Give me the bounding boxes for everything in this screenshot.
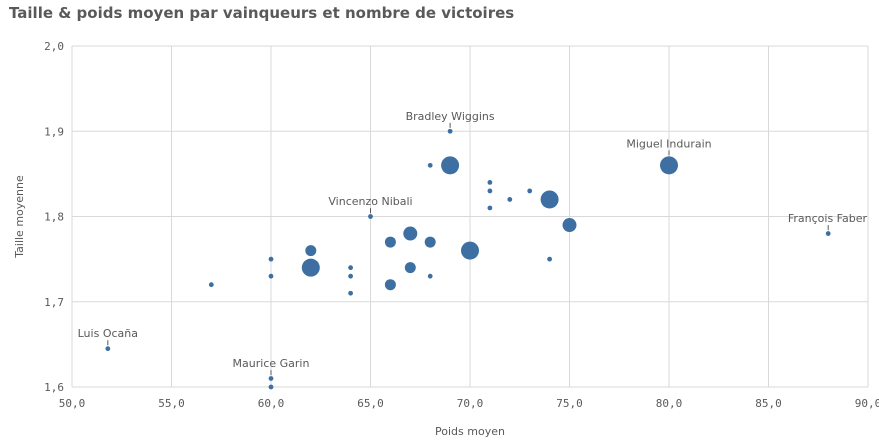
data-point[interactable] [208, 282, 214, 288]
data-point[interactable] [461, 241, 479, 260]
x-tick-label: 50,0 [59, 397, 86, 410]
x-tick-label: 70,0 [457, 397, 484, 410]
data-point[interactable] [268, 376, 274, 381]
y-axis-label: Taille moyenne [13, 175, 26, 259]
x-tick-label: 60,0 [258, 397, 285, 410]
data-point[interactable] [427, 162, 433, 168]
y-tick-label: 1,6 [44, 381, 64, 394]
grid [71, 45, 869, 388]
y-tick-label: 1,8 [44, 211, 64, 224]
data-point[interactable] [348, 265, 353, 271]
tick-labels: 50,0 55,0 60,0 65,0 70,0 75,0 80,0 85,0 90,0 1,6 1… [44, 40, 879, 410]
data-point[interactable] [427, 273, 433, 279]
y-tick-label: 1,9 [44, 125, 64, 138]
data-point[interactable] [384, 236, 396, 248]
data-point[interactable] [487, 205, 493, 211]
point-label: Maurice Garin [233, 357, 310, 370]
data-point[interactable] [527, 188, 533, 194]
data-point[interactable] [268, 384, 274, 390]
point-label: Miguel Indurain [626, 137, 711, 150]
data-point[interactable] [404, 262, 416, 274]
data-point[interactable] [348, 290, 353, 296]
point-label: Vincenzo Nibali [328, 195, 412, 208]
point-label: Bradley Wiggins [406, 110, 495, 123]
data-point[interactable] [348, 273, 353, 279]
data-point[interactable] [105, 346, 111, 352]
data-point[interactable] [487, 180, 493, 185]
x-tick-label: 75,0 [556, 397, 583, 410]
data-points[interactable] [105, 128, 831, 390]
data-point[interactable] [301, 258, 320, 277]
data-point[interactable] [562, 218, 577, 233]
point-label: Luis Ocaña [78, 327, 138, 340]
data-point[interactable] [540, 190, 559, 209]
data-point[interactable] [305, 245, 317, 257]
data-point[interactable] [441, 156, 460, 175]
data-point[interactable] [660, 156, 678, 175]
data-point[interactable] [507, 197, 513, 202]
y-tick-label: 1,7 [44, 296, 64, 309]
data-point[interactable] [268, 256, 274, 262]
data-point[interactable] [268, 273, 274, 279]
x-axis-label: Poids moyen [435, 425, 505, 438]
x-tick-label: 55,0 [158, 397, 185, 410]
data-point[interactable] [487, 188, 493, 194]
x-tick-label: 85,0 [755, 397, 782, 410]
data-point[interactable] [403, 226, 418, 241]
x-tick-label: 65,0 [357, 397, 384, 410]
point-labels: Luis Ocaña Maurice Garin Vincenzo Nibali Br… [78, 110, 868, 376]
y-tick-label: 2,0 [44, 40, 64, 53]
chart-title: Taille & poids moyen par vainqueurs et n… [9, 4, 515, 22]
data-point[interactable] [368, 214, 373, 219]
data-point[interactable] [424, 236, 436, 248]
x-tick-label: 90,0 [855, 397, 879, 410]
data-point[interactable] [384, 279, 396, 291]
x-tick-label: 80,0 [656, 397, 683, 410]
data-point[interactable] [825, 231, 831, 236]
data-point[interactable] [447, 128, 453, 134]
data-point[interactable] [547, 256, 552, 262]
point-label: François Faber [788, 212, 868, 225]
